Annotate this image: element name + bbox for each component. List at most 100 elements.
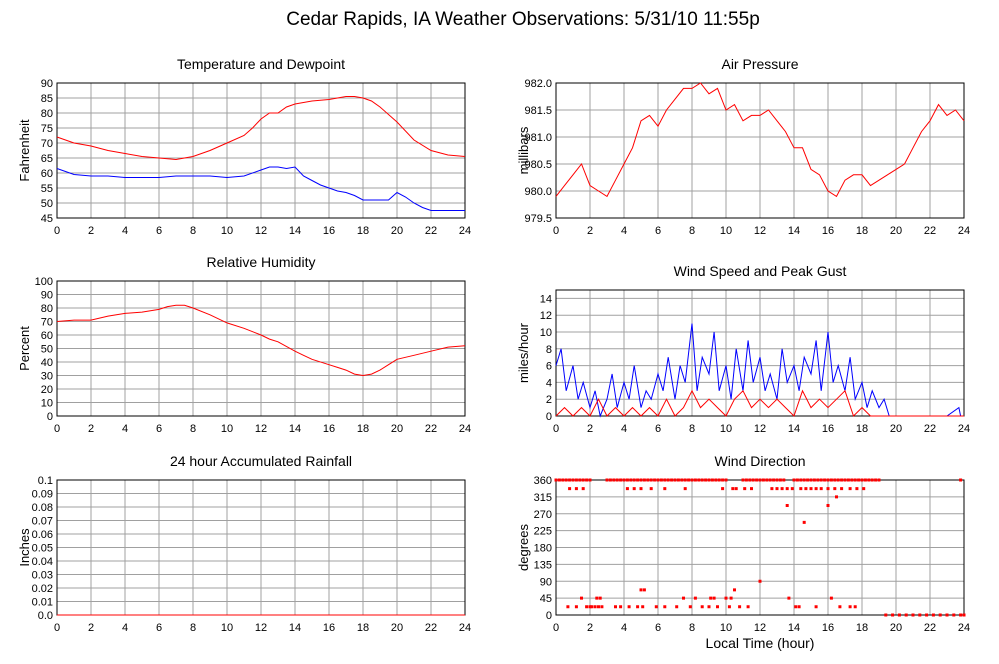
data-point	[931, 613, 935, 617]
data-point	[780, 487, 784, 491]
data-point	[646, 478, 650, 482]
x-tick-label: 2	[587, 423, 593, 435]
x-tick-label: 4	[621, 622, 627, 634]
data-point	[729, 596, 733, 600]
x-tick-label: 18	[856, 622, 868, 634]
series-line-0	[56, 96, 466, 161]
panel-title: Air Pressure	[721, 56, 798, 72]
y-tick-label: 80	[41, 108, 53, 120]
data-point	[787, 596, 791, 600]
data-point	[673, 478, 677, 482]
x-tick-label: 20	[890, 622, 902, 634]
data-point	[683, 478, 687, 482]
data-point	[855, 487, 859, 491]
data-point	[561, 478, 565, 482]
y-tick-label: 8	[546, 344, 552, 356]
data-point	[588, 478, 592, 482]
data-point	[884, 613, 888, 617]
data-point	[790, 487, 794, 491]
data-point	[826, 478, 830, 482]
data-point	[799, 487, 803, 491]
x-tick-label: 24	[459, 622, 471, 634]
data-point	[862, 487, 866, 491]
data-point	[622, 478, 626, 482]
data-point	[595, 596, 599, 600]
data-point	[581, 478, 585, 482]
y-tick-label: 982.0	[524, 78, 552, 90]
x-tick-label: 16	[822, 423, 834, 435]
data-point	[700, 478, 704, 482]
data-point	[700, 605, 704, 609]
data-point	[765, 478, 769, 482]
x-tick-label: 10	[221, 423, 233, 435]
x-tick-label: 2	[88, 622, 94, 634]
x-tick-label: 2	[88, 423, 94, 435]
data-point	[566, 605, 570, 609]
plot-frame	[56, 280, 466, 417]
y-tick-label: 45	[540, 593, 552, 605]
y-tick-label: 75	[41, 123, 53, 135]
y-tick-label: 45	[41, 213, 53, 225]
series-line-0	[56, 304, 466, 377]
data-point	[819, 478, 823, 482]
data-point	[802, 520, 806, 524]
data-point	[826, 487, 830, 491]
x-tick-label: 6	[156, 225, 162, 237]
data-point	[714, 478, 718, 482]
data-point	[938, 613, 942, 617]
x-tick-label: 16	[323, 622, 335, 634]
x-tick-label: 22	[924, 423, 936, 435]
x-tick-label: 22	[425, 622, 437, 634]
x-tick-label: 6	[156, 622, 162, 634]
data-point	[721, 487, 725, 491]
x-tick-label: 22	[425, 423, 437, 435]
data-point	[775, 478, 779, 482]
y-tick-label: 65	[41, 153, 53, 165]
x-tick-label: 4	[122, 225, 128, 237]
x-tick-label: 2	[587, 622, 593, 634]
data-point	[649, 478, 653, 482]
x-tick-label: 8	[190, 622, 196, 634]
data-point	[585, 605, 589, 609]
data-point	[704, 478, 708, 482]
x-tick-label: 12	[255, 225, 267, 237]
data-point	[870, 478, 874, 482]
data-point	[666, 478, 670, 482]
x-tick-label: 10	[221, 622, 233, 634]
y-tick-label: 70	[41, 317, 53, 329]
y-tick-label: 0.08	[32, 502, 53, 514]
y-tick-label: 10	[540, 327, 552, 339]
data-point	[663, 487, 667, 491]
data-point	[727, 605, 731, 609]
data-point	[690, 478, 694, 482]
data-point	[806, 478, 810, 482]
y-tick-label: 60	[41, 330, 53, 342]
y-tick-label: 180	[534, 543, 552, 555]
data-point	[863, 478, 867, 482]
y-tick-label: 0	[47, 411, 53, 423]
x-tick-label: 4	[621, 423, 627, 435]
y-tick-label: 14	[540, 293, 552, 305]
x-tick-label: 12	[255, 622, 267, 634]
x-tick-label: 18	[357, 225, 369, 237]
chart-main-title: Cedar Rapids, IA Weather Observations: 5…	[286, 9, 760, 30]
data-point	[848, 487, 852, 491]
x-tick-label: 0	[54, 423, 60, 435]
data-point	[639, 478, 643, 482]
y-tick-label: 40	[41, 357, 53, 369]
data-point	[675, 605, 679, 609]
data-point	[857, 478, 861, 482]
y-tick-label: 0.09	[32, 489, 53, 501]
data-point	[642, 588, 646, 592]
y-tick-label: 225	[534, 526, 552, 538]
y-tick-label: 10	[41, 398, 53, 410]
data-point	[758, 478, 762, 482]
y-tick-label: 2	[546, 394, 552, 406]
data-point	[676, 478, 680, 482]
y-axis-label: Percent	[17, 326, 32, 371]
x-tick-label: 18	[856, 423, 868, 435]
data-point	[625, 487, 629, 491]
data-point	[724, 596, 728, 600]
data-point	[748, 478, 752, 482]
data-point	[744, 478, 748, 482]
